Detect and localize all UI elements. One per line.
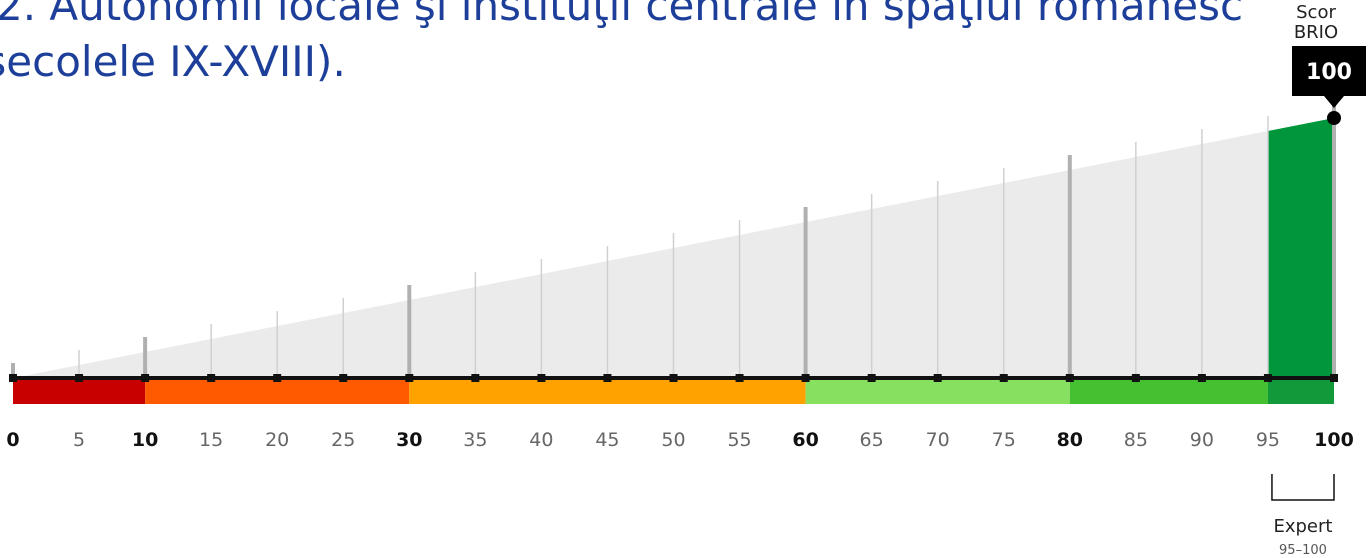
- tick-mark: [75, 374, 84, 382]
- x-tick-label: 5: [73, 429, 85, 451]
- tick-mark: [339, 374, 348, 382]
- x-tick-label: 100: [1314, 429, 1354, 451]
- tick-mark: [9, 374, 17, 382]
- score-marker: [1327, 111, 1341, 125]
- x-tick-label: 90: [1190, 429, 1214, 451]
- tick-mark: [999, 374, 1008, 382]
- tick-mark: [1065, 374, 1074, 382]
- x-tick-label: 70: [926, 429, 950, 451]
- x-tick-label: 95: [1256, 429, 1280, 451]
- tick-mark: [669, 374, 678, 382]
- score-value: 100: [1306, 60, 1352, 85]
- highlight-area: [1267, 118, 1334, 378]
- x-tick-label: 15: [199, 429, 223, 451]
- x-tick-label: 30: [396, 429, 422, 451]
- range-name: Expert: [1273, 516, 1332, 537]
- band: [1069, 378, 1268, 404]
- x-tick-label: 65: [860, 429, 884, 451]
- x-tick-label: 80: [1057, 429, 1083, 451]
- tick-mark: [141, 374, 150, 382]
- tick-mark: [471, 374, 480, 382]
- tick-mark: [1131, 374, 1140, 382]
- band: [145, 378, 410, 404]
- x-tick-label: 25: [331, 429, 355, 451]
- tick-mark: [933, 374, 942, 382]
- x-tick-label: 40: [529, 429, 553, 451]
- title-line: 2. Autonomii locale şi instituţii centra…: [0, 0, 1243, 30]
- tick-mark: [1330, 374, 1338, 382]
- band: [1267, 378, 1334, 404]
- score-label: Scor: [1296, 2, 1336, 23]
- band: [13, 378, 146, 404]
- tick-mark: [867, 374, 876, 382]
- x-tick-label: 55: [727, 429, 751, 451]
- score-label: BRIO: [1294, 22, 1338, 43]
- title-line: (secolele IX-XVIII).: [0, 37, 346, 86]
- tick-mark: [1263, 374, 1272, 382]
- band: [409, 378, 806, 404]
- tick-mark: [273, 374, 282, 382]
- tick-mark: [801, 374, 810, 382]
- x-tick-label: 45: [595, 429, 619, 451]
- x-tick-label: 85: [1124, 429, 1148, 451]
- tick-mark: [603, 374, 612, 382]
- score-callout: [1292, 46, 1366, 108]
- range-bracket: [1271, 474, 1335, 501]
- tick-mark: [537, 374, 546, 382]
- band: [805, 378, 1070, 404]
- x-tick-label: 20: [265, 429, 289, 451]
- tick-mark: [405, 374, 414, 382]
- x-tick-label: 10: [132, 429, 158, 451]
- x-tick-label: 35: [463, 429, 487, 451]
- x-tick-label: 75: [992, 429, 1016, 451]
- x-tick-label: 0: [6, 429, 19, 451]
- x-tick-label: 50: [661, 429, 685, 451]
- x-tick-label: 60: [792, 429, 818, 451]
- tick-mark: [207, 374, 216, 382]
- tick-mark: [735, 374, 744, 382]
- tick-mark: [1197, 374, 1206, 382]
- range-label: 95–100: [1279, 543, 1327, 558]
